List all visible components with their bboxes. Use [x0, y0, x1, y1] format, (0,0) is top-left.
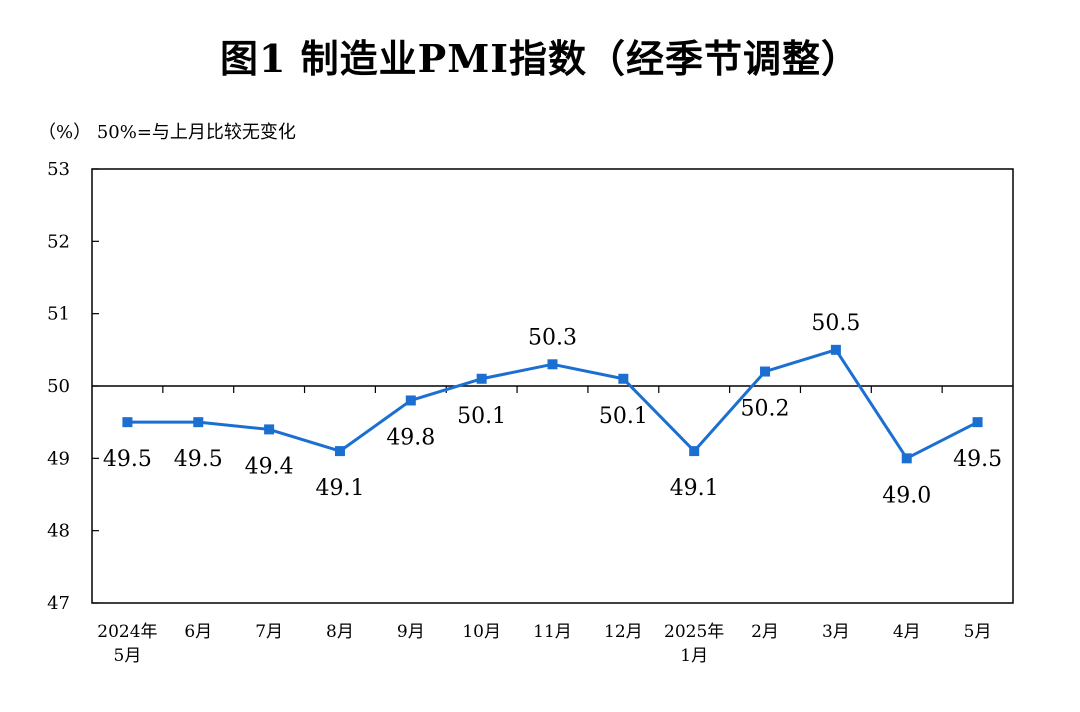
data-label: 49.5 — [953, 447, 1002, 472]
x-tick-label: 7月 — [255, 622, 283, 642]
x-tick-label: 2024年 5月 — [97, 622, 157, 666]
unit-note: （%） 50%=与上月比较无变化 — [38, 122, 296, 143]
data-point-marker — [405, 395, 416, 406]
data-label: 50.1 — [599, 404, 648, 429]
chart-title: 图1 制造业PMI指数（经季节调整） — [219, 36, 861, 81]
data-point-marker — [334, 446, 345, 457]
data-point-marker — [901, 453, 912, 464]
x-tick-label: 4月 — [893, 622, 921, 642]
data-label: 50.2 — [741, 397, 790, 422]
data-label: 49.0 — [882, 483, 931, 508]
data-label: 50.1 — [457, 404, 506, 429]
x-tick-label: 11月 — [533, 622, 572, 642]
data-label: 49.5 — [174, 447, 223, 472]
data-point-marker — [476, 373, 487, 384]
series-layer — [122, 344, 983, 464]
y-tick-label: 47 — [47, 593, 70, 614]
x-tick-label: 12月 — [604, 622, 643, 642]
data-point-marker — [264, 424, 275, 435]
data-label: 49.4 — [245, 454, 294, 479]
y-tick-label: 53 — [47, 159, 70, 180]
x-tick-label: 2025年 1月 — [664, 622, 724, 666]
y-tick-label: 52 — [47, 231, 70, 252]
data-point-marker — [760, 366, 771, 377]
y-tick-label: 49 — [47, 448, 70, 469]
data-point-marker — [618, 373, 629, 384]
data-label: 50.3 — [528, 325, 577, 350]
data-label: 49.5 — [103, 447, 152, 472]
data-label: 49.8 — [386, 425, 435, 450]
x-tick-label: 9月 — [397, 622, 425, 642]
x-tick-label: 6月 — [184, 622, 212, 642]
x-tick-label: 10月 — [462, 622, 501, 642]
x-tick-label: 8月 — [326, 622, 354, 642]
x-tick-label: 2月 — [751, 622, 779, 642]
data-point-marker — [547, 359, 558, 370]
y-tick-label: 48 — [47, 521, 70, 542]
data-point-marker — [830, 344, 841, 355]
x-tick-label: 3月 — [822, 622, 850, 642]
axes: 47 48 49 50 51 52 53 2024年 5月 6月 7月 8月 9月 10月 11月 12月 20… — [47, 159, 1014, 666]
y-tick-label: 50 — [47, 376, 70, 397]
data-point-marker — [972, 417, 983, 428]
data-point-marker — [122, 417, 133, 428]
x-tick-label: 5月 — [964, 622, 992, 642]
data-label: 49.1 — [670, 476, 719, 501]
data-point-marker — [193, 417, 204, 428]
data-labels: 49.5 49.5 49.4 49.1 49.8 50.1 50.3 50.1 49.1 50.2… — [103, 311, 1002, 509]
data-label: 49.1 — [315, 476, 364, 501]
y-tick-label: 51 — [47, 304, 70, 325]
data-label: 50.5 — [811, 311, 860, 336]
data-point-marker — [689, 446, 700, 457]
